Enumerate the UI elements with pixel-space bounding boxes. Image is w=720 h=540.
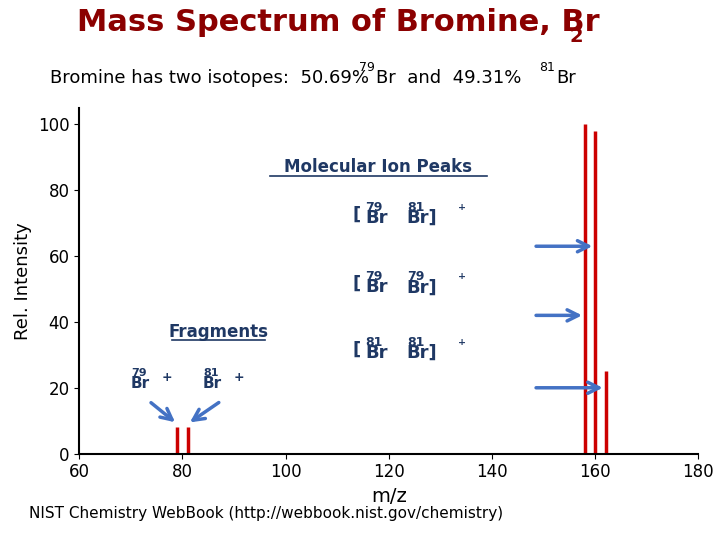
Text: 79: 79 <box>366 270 383 283</box>
Text: Fragments: Fragments <box>168 323 269 341</box>
Text: 81: 81 <box>407 336 424 349</box>
Text: Br]: Br] <box>407 278 438 296</box>
Text: Br: Br <box>203 376 222 391</box>
Text: Br: Br <box>366 278 388 296</box>
Y-axis label: Rel. Intensity: Rel. Intensity <box>14 222 32 340</box>
Text: +: + <box>234 371 245 384</box>
Text: [: [ <box>353 341 361 359</box>
Text: ⁺: ⁺ <box>459 203 467 218</box>
Text: ⁺: ⁺ <box>459 272 467 287</box>
Text: 79: 79 <box>407 270 424 283</box>
Text: 79: 79 <box>359 60 375 73</box>
Text: Br: Br <box>556 69 575 87</box>
Text: 81: 81 <box>366 336 383 349</box>
Text: 81: 81 <box>539 60 555 73</box>
Text: 79: 79 <box>131 368 146 378</box>
X-axis label: m/z: m/z <box>371 487 407 506</box>
Text: 81: 81 <box>407 201 424 214</box>
Text: Br: Br <box>131 376 150 391</box>
Text: Br: Br <box>366 344 388 362</box>
Text: 81: 81 <box>203 368 219 378</box>
Text: Bromine has two isotopes:  50.69%: Bromine has two isotopes: 50.69% <box>50 69 381 87</box>
Text: Mass Spectrum of Bromine, Br: Mass Spectrum of Bromine, Br <box>77 9 600 37</box>
Text: Br]: Br] <box>407 209 438 227</box>
Text: Br]: Br] <box>407 344 438 362</box>
Text: 2: 2 <box>570 27 583 46</box>
Text: [: [ <box>353 206 361 224</box>
Text: Molecular Ion Peaks: Molecular Ion Peaks <box>284 158 472 176</box>
Text: Br  and  49.31%: Br and 49.31% <box>376 69 533 87</box>
Text: 79: 79 <box>366 201 383 214</box>
Text: +: + <box>162 371 172 384</box>
Text: Br: Br <box>366 209 388 227</box>
Text: ⁺: ⁺ <box>459 338 467 353</box>
Text: [: [ <box>353 275 361 293</box>
Text: NIST Chemistry WebBook (http://webbook.nist.gov/chemistry): NIST Chemistry WebBook (http://webbook.n… <box>29 506 503 521</box>
